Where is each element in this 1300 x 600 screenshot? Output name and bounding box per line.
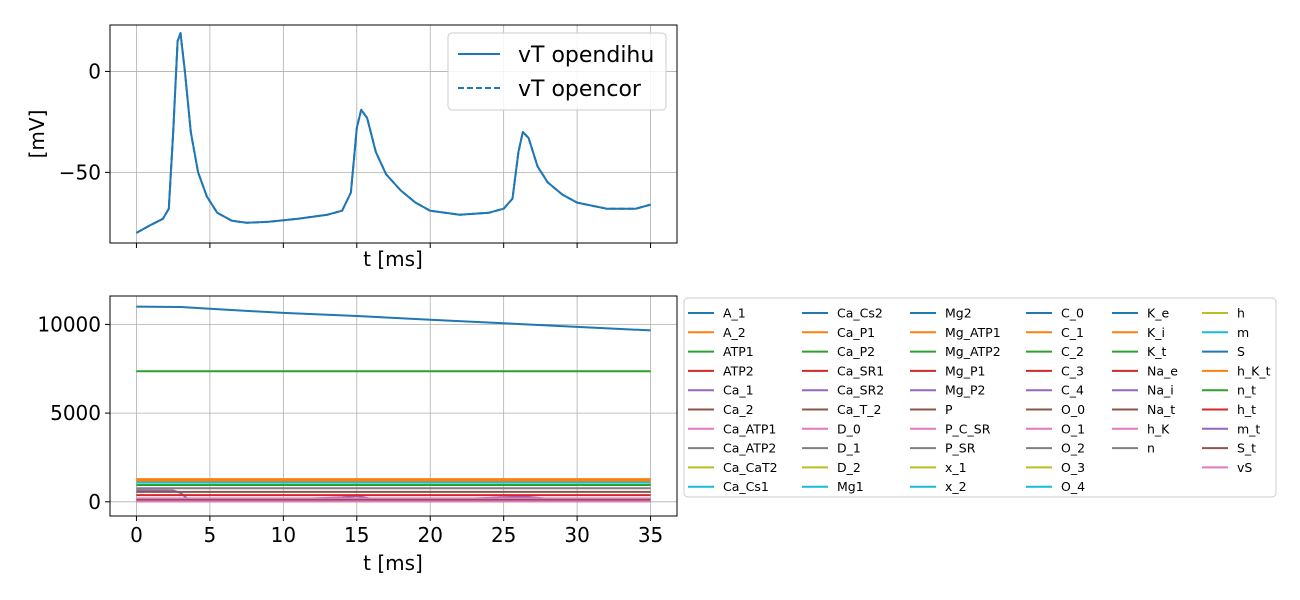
legend-label: Ca_Cs1 [723, 479, 769, 494]
legend-label: O_2 [1061, 441, 1085, 456]
bottom-y-ticks: 0 5000 10000 [37, 312, 110, 514]
top-legend-box [447, 32, 667, 111]
legend-label: O_3 [1061, 460, 1085, 475]
top-plot-border [109, 24, 678, 244]
y-tick-label: −50 [59, 160, 101, 184]
top-x-ticks [135, 243, 652, 248]
legend-label: x_1 [945, 460, 967, 475]
legend-label: O_1 [1061, 421, 1085, 436]
legend-label: O_4 [1061, 479, 1085, 494]
legend-label: A_1 [723, 306, 746, 321]
legend-label: x_2 [945, 479, 967, 494]
top-legend: vT opendihu vT opencor [447, 32, 667, 111]
legend-label: m [1237, 325, 1249, 340]
bottom-plot-border [109, 295, 678, 517]
legend-label: C_4 [1061, 383, 1084, 398]
x-tick-label: 20 [417, 523, 442, 547]
x-tick-label: 35 [638, 523, 663, 547]
top-lines [135, 32, 651, 234]
legend-label: Mg_P1 [945, 363, 985, 378]
legend-label: C_1 [1061, 325, 1084, 340]
legend-label: Ca_ATP2 [723, 441, 776, 456]
legend-label: C_3 [1061, 363, 1084, 378]
legend-label: h_K_t [1237, 363, 1271, 378]
bottom-x-axis-label: t [ms] [363, 551, 423, 575]
legend-label: Ca_T_2 [837, 402, 881, 417]
legend-label: ATP2 [723, 363, 754, 378]
legend-label: K_i [1147, 325, 1165, 340]
legend-label: n_t [1237, 383, 1256, 398]
legend-label: Ca_ATP1 [723, 421, 776, 436]
legend-label: C_2 [1061, 344, 1084, 359]
legend-label: n [1147, 441, 1155, 456]
legend-label: Mg2 [945, 306, 972, 321]
legend-label: D_2 [837, 460, 861, 475]
bottom-x-ticks: 0 5 10 15 20 25 30 35 [130, 516, 663, 547]
legend-label: h_t [1237, 402, 1256, 417]
top-y-ticks: 0 −50 [59, 59, 110, 184]
legend-label: P [945, 402, 953, 417]
bottom-lines [136, 305, 651, 503]
legend-label: K_t [1147, 344, 1166, 359]
legend-label: P_SR [945, 441, 976, 456]
legend-label: Na_e [1147, 363, 1178, 378]
legend-label: Ca_1 [723, 383, 754, 398]
series-line-vt-opencor [135, 32, 651, 234]
legend-label: vS [1237, 460, 1252, 475]
x-tick-label: 5 [204, 523, 217, 547]
legend-label: Mg_ATP2 [945, 344, 1001, 359]
legend-label: Ca_CaT2 [723, 460, 778, 475]
legend-label: vT opendihu [518, 43, 654, 68]
top-x-axis-label: t [ms] [363, 247, 423, 271]
y-tick-label: 0 [88, 59, 101, 83]
legend-label: S_t [1237, 441, 1256, 456]
legend-label: A_2 [723, 325, 746, 340]
series-line-a-1 [136, 305, 651, 332]
x-tick-label: 10 [271, 523, 296, 547]
legend-label: Ca_2 [723, 402, 754, 417]
x-tick-label: 0 [130, 523, 143, 547]
legend-label: D_0 [837, 421, 861, 436]
legend-label: P_C_SR [945, 421, 991, 436]
legend-label: ATP1 [723, 344, 754, 359]
legend-label: K_e [1147, 306, 1169, 321]
legend-label: Na_i [1147, 383, 1174, 398]
y-tick-label: 10000 [37, 312, 101, 336]
legend-label: m_t [1237, 421, 1260, 436]
legend-label: Mg_ATP1 [945, 325, 1001, 340]
legend-label: Na_t [1147, 402, 1175, 417]
legend-label: Ca_SR1 [837, 363, 884, 378]
bottom-legend: A_1 A_2 ATP1 ATP2 Ca_1 Ca_2 Ca_ATP1 Ca_ATP2 Ca_C… [683, 297, 1277, 498]
legend-label: Ca_Cs2 [837, 306, 883, 321]
legend-label: O_0 [1061, 402, 1085, 417]
legend-label: Ca_P2 [837, 344, 875, 359]
legend-label: vT opencor [518, 77, 642, 102]
x-tick-label: 15 [344, 523, 369, 547]
legend-label: Ca_SR2 [837, 383, 884, 398]
legend-label: h_K [1147, 421, 1170, 436]
legend-label: D_1 [837, 441, 861, 456]
x-tick-label: 25 [491, 523, 516, 547]
legend-label: Ca_P1 [837, 325, 875, 340]
legend-label: C_0 [1061, 306, 1084, 321]
x-tick-label: 30 [564, 523, 589, 547]
legend-label: S [1237, 344, 1245, 359]
legend-label: Mg1 [837, 479, 864, 494]
top-plot: 0 −50 t [ms] [mV] vT opendihu vT opencor [25, 24, 678, 271]
legend-label: h [1237, 306, 1245, 321]
top-y-axis-label: [mV] [25, 110, 49, 159]
y-tick-label: 5000 [50, 401, 101, 425]
legend-label: Mg_P2 [945, 383, 985, 398]
y-tick-label: 0 [88, 490, 101, 514]
